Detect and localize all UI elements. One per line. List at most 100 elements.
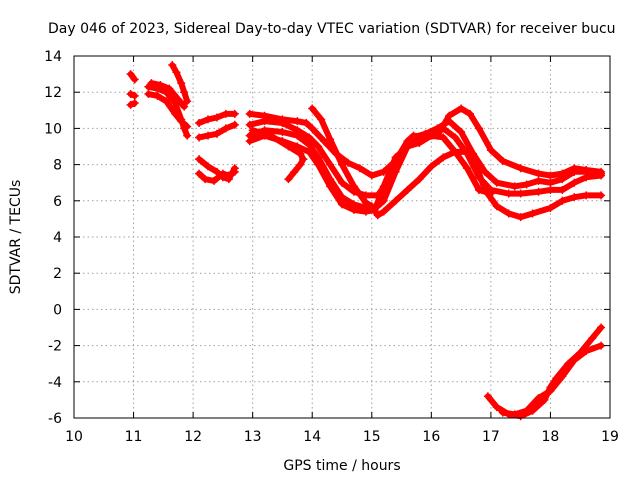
x-tick-label: 17: [482, 429, 500, 445]
data-point: [183, 97, 192, 106]
data-point: [361, 198, 370, 207]
data-point: [278, 128, 287, 137]
data-point: [317, 115, 326, 124]
data-point: [171, 109, 180, 118]
data-point: [409, 133, 418, 142]
data-point: [504, 189, 513, 198]
data-point: [504, 209, 513, 218]
data-point: [516, 189, 525, 198]
x-tick-label: 11: [125, 429, 143, 445]
data-point: [293, 117, 302, 126]
data-series: [126, 61, 606, 421]
data-point: [144, 90, 153, 99]
x-tick-label: 12: [184, 429, 202, 445]
data-point: [195, 118, 204, 127]
data-point: [427, 131, 436, 140]
data-point: [391, 167, 400, 176]
data-point: [588, 334, 597, 343]
data-point: [314, 142, 323, 151]
data-point: [260, 117, 269, 126]
y-tick-label: 2: [53, 266, 62, 282]
data-point: [492, 403, 501, 412]
series-track-i: [195, 120, 239, 142]
data-point: [245, 137, 254, 146]
data-point: [546, 178, 555, 187]
data-point: [582, 191, 591, 200]
data-point: [439, 153, 448, 162]
data-point: [480, 167, 489, 176]
data-point: [218, 169, 227, 178]
data-point: [204, 162, 212, 171]
grid-lines: [74, 56, 610, 418]
data-point: [180, 102, 189, 111]
data-point: [597, 323, 606, 332]
data-point: [534, 169, 543, 178]
data-point: [445, 117, 454, 126]
data-point: [582, 173, 591, 182]
y-tick-label: 0: [53, 302, 62, 318]
data-point: [546, 185, 555, 194]
data-point: [338, 200, 346, 209]
data-point: [472, 160, 480, 169]
data-point: [172, 68, 181, 77]
y-tick-label: -2: [48, 339, 62, 355]
data-point: [278, 118, 287, 127]
y-tick-label: 4: [53, 230, 62, 246]
x-axis-label: GPS time / hours: [283, 458, 400, 474]
data-point: [361, 207, 370, 216]
data-point: [379, 167, 388, 176]
data-point: [492, 202, 501, 211]
data-point: [130, 91, 139, 100]
data-point: [245, 109, 254, 118]
data-point: [126, 100, 135, 109]
data-point: [343, 158, 352, 167]
data-point: [320, 137, 329, 146]
x-tick-label: 10: [65, 429, 83, 445]
data-point: [457, 104, 466, 113]
data-point: [597, 191, 606, 200]
data-point: [296, 149, 305, 158]
data-point: [326, 182, 335, 191]
data-point: [153, 91, 162, 100]
data-point: [570, 167, 579, 176]
data-point: [296, 160, 305, 169]
data-point: [221, 109, 230, 118]
data-point: [284, 175, 293, 184]
series-track-c: [126, 99, 139, 109]
data-point: [391, 196, 400, 205]
data-point: [183, 122, 192, 131]
data-point: [466, 109, 475, 118]
data-point: [534, 176, 543, 185]
data-point: [284, 142, 293, 151]
data-point: [162, 97, 171, 106]
data-point: [355, 164, 364, 173]
data-point: [379, 207, 388, 216]
series-track-k: [195, 167, 239, 185]
data-point: [195, 169, 204, 178]
series-track-r: [308, 104, 606, 222]
data-point: [130, 75, 139, 84]
data-point: [130, 99, 139, 108]
y-tick-label: 12: [44, 85, 62, 101]
data-point: [403, 185, 412, 194]
data-point: [183, 131, 192, 140]
data-point: [558, 372, 567, 381]
data-point: [180, 88, 189, 97]
data-point: [195, 155, 204, 164]
data-point: [305, 133, 314, 142]
series-line: [285, 156, 307, 183]
y-tick-label: 8: [53, 158, 62, 174]
data-point: [349, 205, 358, 214]
data-point: [558, 196, 567, 205]
y-tick-label: -6: [48, 411, 62, 427]
data-point: [230, 167, 239, 176]
data-point: [349, 182, 358, 191]
data-point: [570, 178, 579, 187]
series-track-b: [126, 90, 139, 100]
data-point: [483, 392, 492, 401]
data-point: [498, 156, 507, 165]
series-track-f: [147, 79, 189, 111]
data-point: [326, 135, 335, 144]
data-point: [528, 209, 537, 218]
